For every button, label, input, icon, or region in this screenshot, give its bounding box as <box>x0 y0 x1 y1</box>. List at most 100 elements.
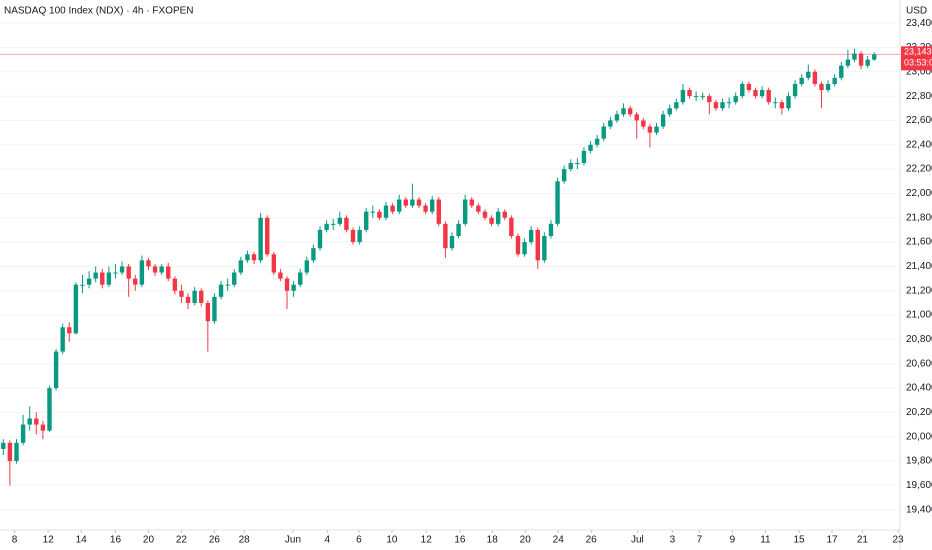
x-tick-label: 21 <box>857 535 869 546</box>
y-tick-label: 20,200.0 <box>906 407 932 418</box>
candle-body <box>218 284 224 297</box>
candle-body <box>80 284 85 286</box>
candle-body <box>106 272 112 285</box>
candle-body <box>654 126 659 133</box>
x-tick-label: 11 <box>760 535 771 546</box>
y-tick-label: 22,400.0 <box>906 139 932 150</box>
candle-body <box>7 442 13 462</box>
candle-body <box>291 284 296 291</box>
candle-body <box>865 59 870 66</box>
candle-body <box>720 102 725 109</box>
last-price-box <box>901 46 932 71</box>
candle-body <box>205 302 211 322</box>
candle-body <box>86 278 92 285</box>
candle-body <box>674 102 679 109</box>
candle-body <box>304 260 310 273</box>
candle-body <box>350 229 356 243</box>
candle-body <box>159 266 164 273</box>
candle-body <box>40 424 46 431</box>
candle-body <box>627 108 633 115</box>
candle-body <box>133 278 138 285</box>
candle-body <box>535 229 540 261</box>
candle-body <box>839 65 844 78</box>
x-tick-label: 8 <box>12 535 18 546</box>
candle-body <box>528 229 534 243</box>
candle-body <box>100 272 105 285</box>
candle-body <box>707 96 712 103</box>
candle-body <box>396 199 402 212</box>
candle-body <box>773 102 778 104</box>
last-price-label: 23,143.2 <box>904 47 932 57</box>
candle-body <box>746 83 752 91</box>
candle-body <box>614 114 620 121</box>
y-tick-label: 20,800.0 <box>906 334 932 345</box>
candle-body <box>179 290 184 297</box>
currency-label: USD <box>906 6 927 17</box>
candle-body <box>713 102 719 109</box>
candle-body <box>766 90 771 103</box>
candle-body <box>166 266 171 279</box>
x-tick-label: 20 <box>143 535 155 546</box>
y-tick-label: 23,000.0 <box>906 66 932 77</box>
candle-body <box>872 54 877 60</box>
candle-body <box>119 266 125 273</box>
candle-body <box>462 199 468 224</box>
candle-body <box>799 77 804 84</box>
x-tick-label: 4 <box>324 535 330 546</box>
candle-body <box>555 181 560 224</box>
y-tick-label: 21,800.0 <box>906 212 932 223</box>
candle-body <box>311 248 316 261</box>
candle-body <box>495 211 501 224</box>
candle-body <box>515 236 521 255</box>
candle-body <box>60 327 65 352</box>
candle-body <box>258 217 263 261</box>
candle-body <box>298 272 303 285</box>
candle-body <box>403 199 408 206</box>
candle-body <box>284 278 290 291</box>
candle-body <box>34 418 39 425</box>
candle-body <box>126 266 131 279</box>
candle-body <box>245 254 250 261</box>
y-tick-label: 20,400.0 <box>906 383 932 394</box>
candle-body <box>172 278 178 291</box>
candle-body <box>522 242 527 255</box>
candle-body <box>390 205 395 212</box>
candle-body <box>370 211 376 213</box>
candle-body <box>449 236 455 249</box>
candle-body <box>852 53 857 60</box>
y-tick-label: 22,800.0 <box>906 91 932 102</box>
candle-body <box>832 77 837 84</box>
candle-body <box>568 163 573 170</box>
x-tick-label: 7 <box>697 535 703 546</box>
y-tick-label: 21,600.0 <box>906 237 932 248</box>
x-tick-label: 28 <box>239 535 251 546</box>
x-tick-label: 18 <box>487 535 499 546</box>
candle-body <box>185 296 191 303</box>
candle-body <box>113 272 118 274</box>
candle-body <box>232 272 237 285</box>
candle-body <box>502 211 507 218</box>
candle-body <box>740 83 745 97</box>
candle-body <box>687 90 692 97</box>
candle-body <box>726 102 732 104</box>
chart-title: NASDAQ 100 Index (NDX) · 4h · FXOPEN <box>4 6 194 17</box>
candle-body <box>759 90 765 97</box>
y-tick-label: 19,600.0 <box>906 480 932 491</box>
candle-body <box>819 83 824 91</box>
x-tick-label: 3 <box>670 535 676 546</box>
candle-body <box>786 96 791 109</box>
candle-body <box>271 254 277 273</box>
candle-body <box>812 71 818 84</box>
candle-body <box>225 284 230 286</box>
candle-body <box>509 217 514 237</box>
y-tick-label: 22,000.0 <box>906 188 932 199</box>
candle-body <box>1 442 6 449</box>
y-tick-label: 21,400.0 <box>906 261 932 272</box>
candle-body <box>265 217 270 255</box>
candle-body <box>73 284 79 334</box>
candle-body <box>47 388 52 431</box>
candle-body <box>806 71 811 78</box>
candle-body <box>357 229 362 243</box>
candle-body <box>93 272 98 279</box>
x-tick-label: 26 <box>586 535 598 546</box>
